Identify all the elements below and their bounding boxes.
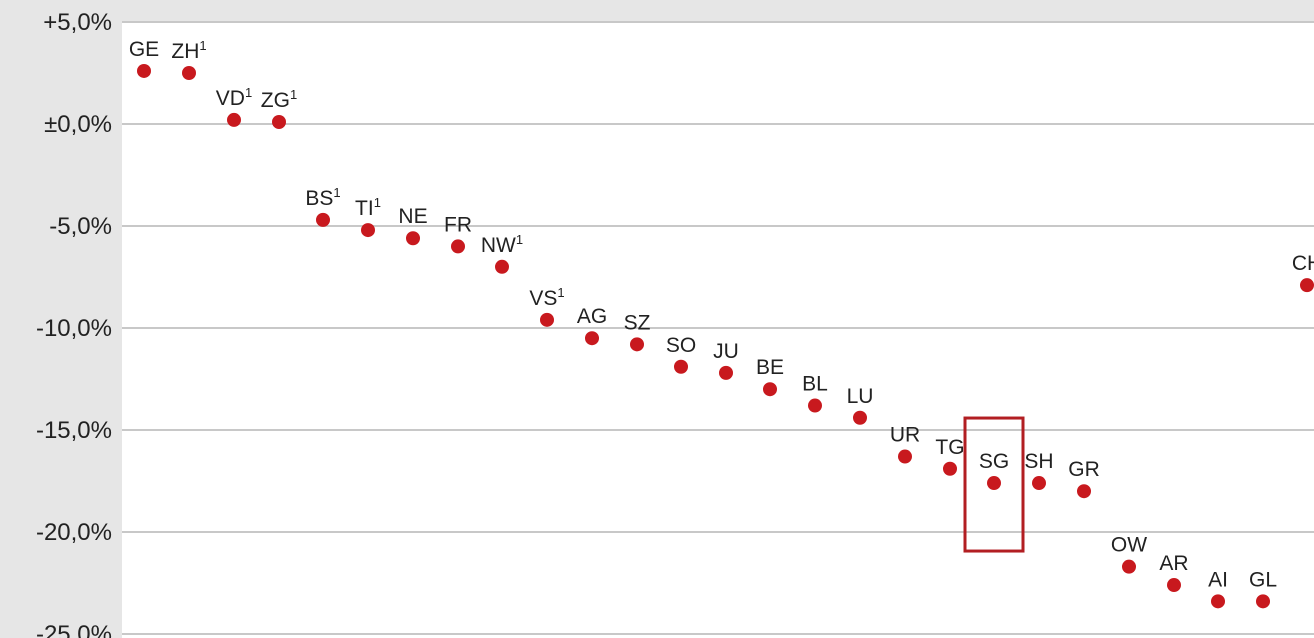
data-label-ti: TI1 <box>355 195 381 220</box>
data-label-zg: ZG1 <box>261 87 297 112</box>
data-point-vs <box>540 312 554 327</box>
data-label-bs: BS1 <box>305 185 340 210</box>
data-label-ag: AG <box>577 305 607 328</box>
data-label-gl: GL <box>1249 568 1277 591</box>
y-tick-label: ±0,0% <box>44 111 112 138</box>
data-label-ne: NE <box>398 205 427 228</box>
data-label-tg: TG <box>935 436 964 459</box>
y-tick-label: -20,0% <box>36 519 112 546</box>
data-point-be <box>763 382 777 397</box>
data-label-ai: AI <box>1208 568 1228 591</box>
data-point-gl <box>1256 594 1270 609</box>
y-tick-label: -25,0% <box>36 621 112 638</box>
data-point-tg <box>943 461 957 476</box>
y-tick-label: -15,0% <box>36 417 112 444</box>
data-label-ar: AR <box>1159 552 1188 575</box>
data-point-sh <box>1032 476 1046 491</box>
data-point-ai <box>1211 594 1225 609</box>
data-points: GE ZH1 VD1 ZG1 BS1 TI1 NE FR NW1 VS1 AG SZ SO JU BE BL L… <box>129 38 1314 609</box>
data-label-gr: GR <box>1068 458 1100 481</box>
data-label-zh: ZH1 <box>171 38 206 63</box>
data-label-ge: GE <box>129 38 159 61</box>
data-label-vd: VD1 <box>216 85 252 110</box>
data-point-ju <box>719 365 733 380</box>
data-label-nw: NW1 <box>481 232 523 257</box>
data-point-bl <box>808 398 822 413</box>
highlight-box <box>963 416 1025 553</box>
data-point-sz <box>630 337 644 352</box>
y-tick-label: +5,0% <box>43 9 112 36</box>
data-label-fr: FR <box>444 213 472 236</box>
data-point-gr <box>1077 484 1091 499</box>
data-label-so: SO <box>666 334 696 357</box>
data-point-ow <box>1122 559 1136 574</box>
data-label-sz: SZ <box>624 311 651 334</box>
data-point-ar <box>1167 578 1181 593</box>
y-axis-tick-labels: +5,0% ±0,0% -5,0% -10,0% -15,0% -20,0% -25,0% <box>36 9 112 638</box>
data-label-lu: LU <box>847 385 874 408</box>
data-point-bs <box>316 212 330 227</box>
data-point-ge <box>137 63 151 78</box>
data-label-ju: JU <box>713 340 739 363</box>
data-point-ch <box>1300 278 1314 293</box>
data-label-ch: CH <box>1292 252 1314 275</box>
data-point-lu <box>853 410 867 425</box>
data-point-ag <box>585 331 599 346</box>
data-label-bl: BL <box>802 373 828 396</box>
data-label-ur: UR <box>890 424 920 447</box>
data-point-zh <box>182 66 196 80</box>
y-tick-label: -10,0% <box>36 315 112 342</box>
data-point-sg <box>987 476 1001 491</box>
data-label-sh: SH <box>1024 450 1053 473</box>
data-point-vd <box>227 112 241 127</box>
data-label-sg: SG <box>979 450 1009 473</box>
data-point-ur <box>898 449 912 464</box>
highlight-layer <box>963 416 1025 553</box>
data-point-nw <box>495 259 509 274</box>
data-point-ti <box>361 223 375 238</box>
y-tick-label: -5,0% <box>49 213 112 240</box>
data-point-zg <box>272 114 286 129</box>
data-point-so <box>674 359 688 374</box>
data-point-fr <box>451 239 465 254</box>
data-label-be: BE <box>756 356 784 379</box>
data-label-ow: OW <box>1111 534 1147 557</box>
data-label-vs: VS1 <box>529 285 564 310</box>
data-point-ne <box>406 231 420 246</box>
